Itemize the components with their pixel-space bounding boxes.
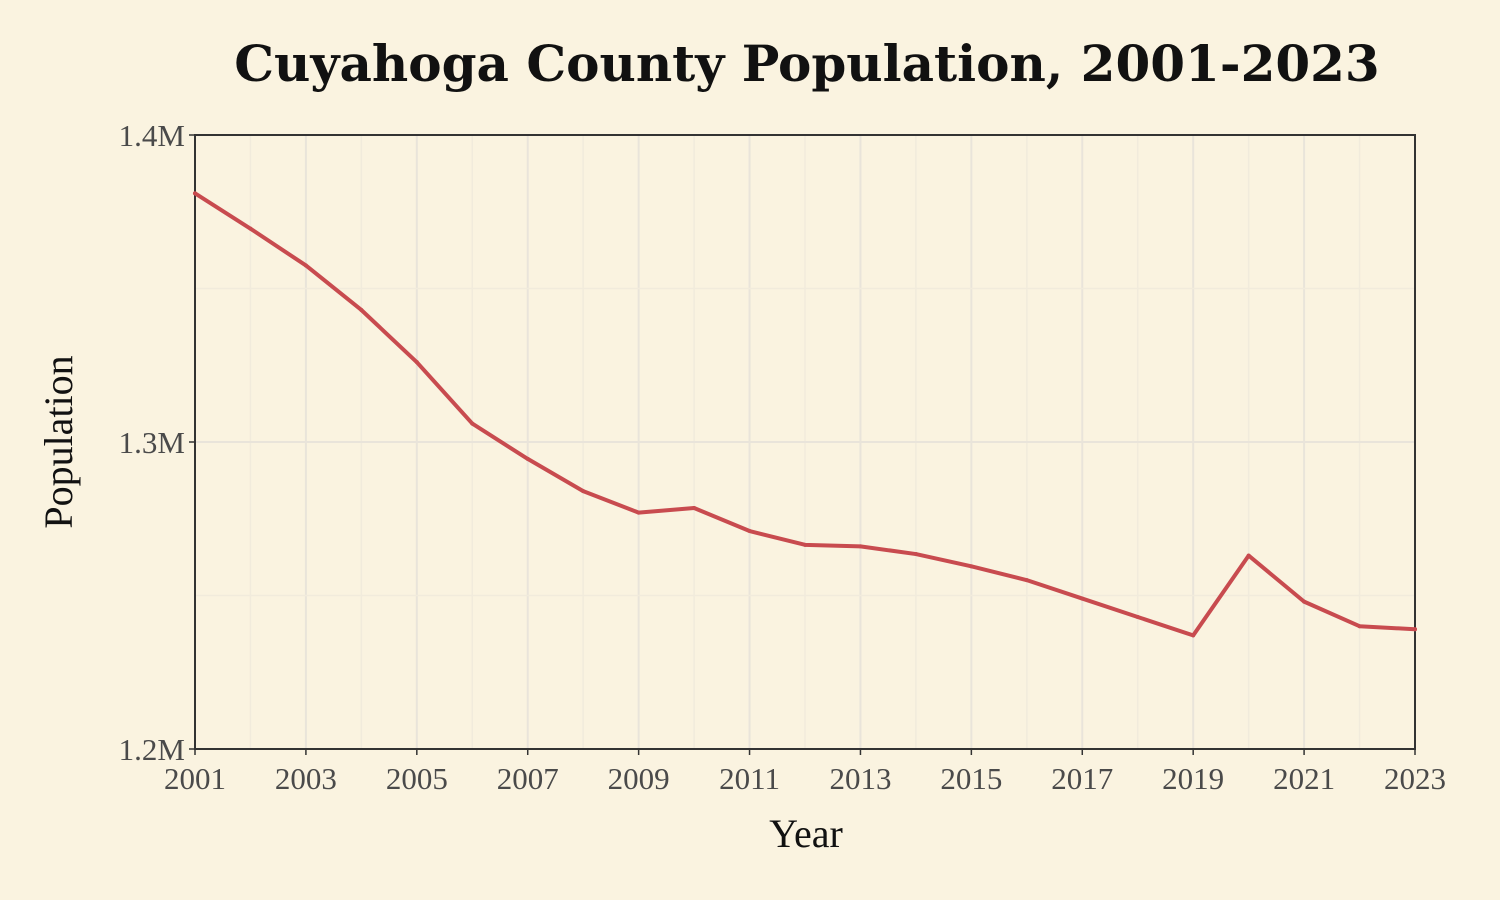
chart-title: Cuyahoga County Population, 2001-2023 [234, 34, 1379, 93]
data-point [969, 564, 974, 569]
data-point [1135, 614, 1140, 619]
x-tick-label: 2011 [719, 761, 780, 796]
data-point [303, 263, 308, 268]
series-layer [193, 191, 1417, 638]
data-point [1246, 553, 1251, 558]
data-point [1191, 633, 1196, 638]
x-tick-label: 2007 [497, 761, 559, 796]
data-point [1413, 627, 1417, 632]
data-point [193, 191, 197, 196]
data-point [1080, 596, 1085, 601]
x-tick-label: 2001 [164, 761, 226, 796]
y-tick-label: 1.4M [119, 118, 185, 153]
x-tick-label: 2005 [386, 761, 448, 796]
data-point [747, 529, 752, 534]
data-point [858, 544, 863, 549]
data-point [470, 421, 475, 426]
y-tick-label: 1.3M [119, 425, 185, 460]
y-axis-label: Population [36, 355, 81, 528]
data-point [1357, 624, 1362, 629]
y-axis-ticks: 1.2M 1.3M 1.4M [119, 118, 195, 767]
data-point [581, 489, 586, 494]
data-point [913, 552, 918, 557]
x-axis-label: Year [769, 811, 843, 856]
y-tick-label: 1.2M [119, 732, 185, 767]
x-tick-label: 2023 [1384, 761, 1446, 796]
data-point [359, 307, 364, 312]
data-point [692, 506, 697, 511]
data-point [525, 456, 530, 461]
x-tick-label: 2013 [829, 761, 891, 796]
data-point [248, 226, 253, 231]
data-point [1024, 578, 1029, 583]
data-point [414, 360, 419, 365]
x-tick-label: 2019 [1162, 761, 1224, 796]
data-point [803, 542, 807, 547]
x-axis-ticks: 2001 2003 2005 2007 2009 2011 2013 2015 2017 2019… [164, 749, 1446, 796]
data-point [1302, 599, 1307, 604]
x-tick-label: 2015 [940, 761, 1002, 796]
x-tick-label: 2009 [608, 761, 670, 796]
x-tick-label: 2003 [275, 761, 337, 796]
data-point [636, 510, 641, 515]
x-tick-label: 2017 [1051, 761, 1113, 796]
x-tick-label: 2021 [1273, 761, 1335, 796]
